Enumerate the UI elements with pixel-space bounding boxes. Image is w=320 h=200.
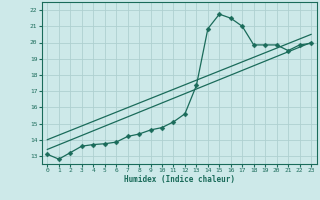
X-axis label: Humidex (Indice chaleur): Humidex (Indice chaleur) bbox=[124, 175, 235, 184]
